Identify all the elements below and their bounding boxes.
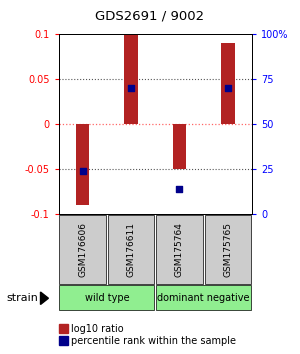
Text: GSM176606: GSM176606	[78, 222, 87, 277]
Bar	[173, 124, 186, 169]
Text: percentile rank within the sample: percentile rank within the sample	[71, 336, 236, 346]
Text: dominant negative: dominant negative	[158, 293, 250, 303]
Text: wild type: wild type	[85, 293, 129, 303]
Point	[177, 186, 182, 192]
Bar	[221, 42, 235, 124]
Point	[225, 85, 230, 91]
Text: GDS2691 / 9002: GDS2691 / 9002	[95, 10, 205, 22]
Text: strain: strain	[6, 293, 38, 303]
Point	[129, 85, 134, 91]
Point	[80, 168, 85, 174]
Text: GSM175765: GSM175765	[223, 222, 232, 277]
Bar	[124, 34, 138, 124]
Bar	[76, 124, 89, 205]
Text: GSM175764: GSM175764	[175, 222, 184, 277]
Polygon shape	[40, 292, 48, 304]
Text: log10 ratio: log10 ratio	[71, 324, 124, 333]
Text: GSM176611: GSM176611	[127, 222, 136, 277]
